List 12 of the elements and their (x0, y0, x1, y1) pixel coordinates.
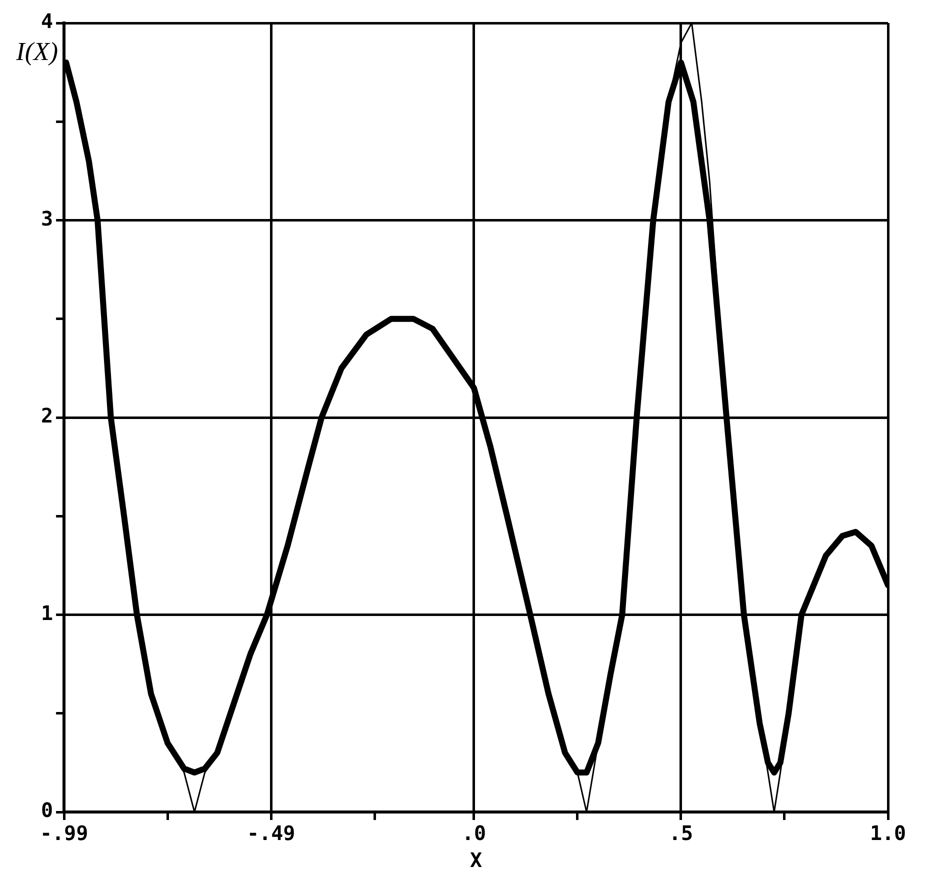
x-tick-label: .0 (462, 821, 486, 846)
y-tick-label: 0 (40, 798, 54, 822)
x-tick-label: .5 (668, 821, 694, 846)
x-tick-label: -.99 (40, 821, 88, 846)
y-tick-label: 4 (40, 9, 54, 34)
y-tick-label: 2 (40, 404, 54, 428)
y-axis-title: I(X) (15, 36, 58, 66)
y-tick-label: 1 (40, 600, 54, 625)
x-tick-label: -.49 (246, 821, 296, 846)
x-axis-title: X (470, 848, 482, 872)
x-tick-label: 1.0 (870, 821, 906, 846)
y-tick-label: 3 (40, 206, 54, 230)
